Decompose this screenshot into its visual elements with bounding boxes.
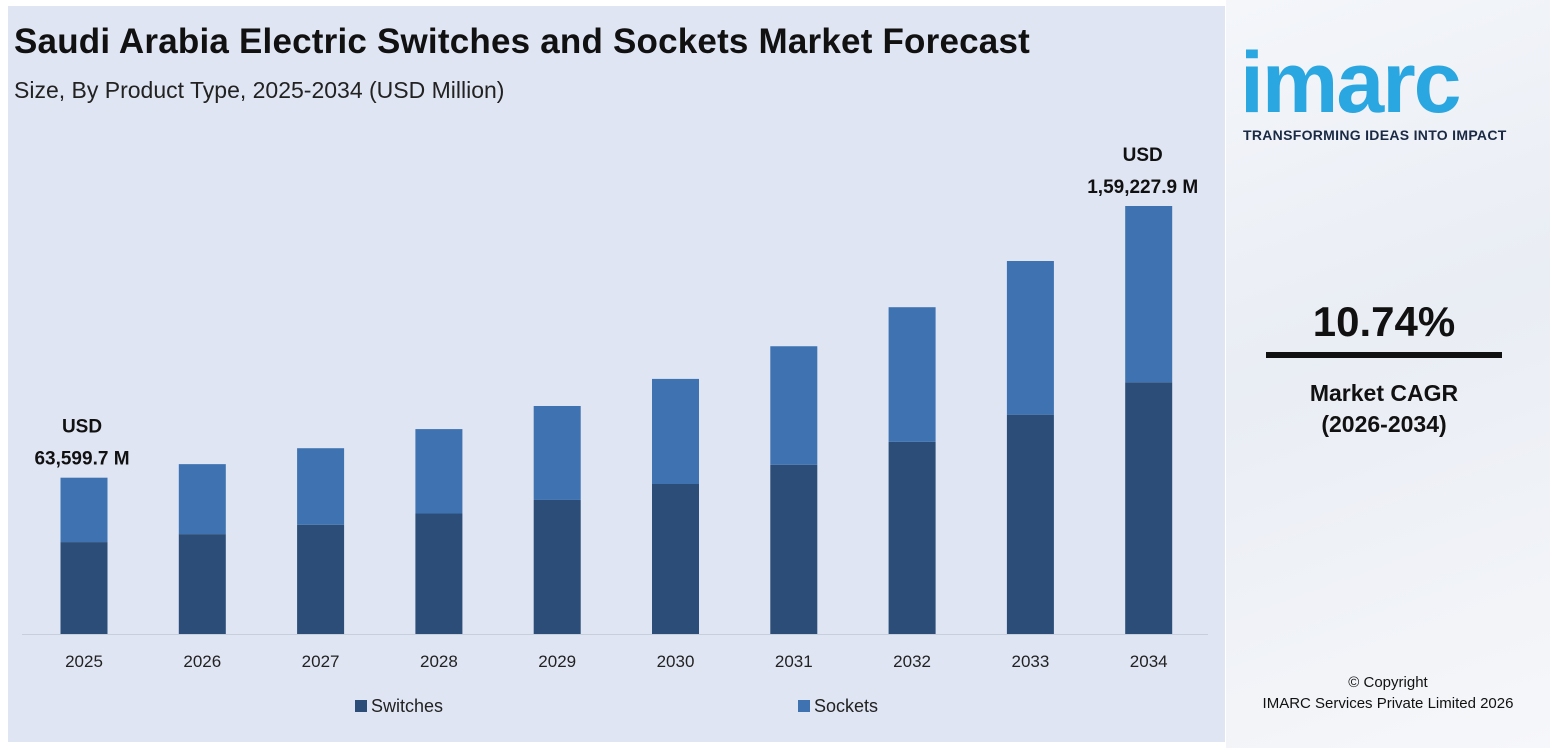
legend-label-sockets: Sockets [814, 696, 878, 716]
cagr-divider [1266, 352, 1502, 358]
copyright-line1: © Copyright [1348, 674, 1428, 691]
bar-switches-2025 [60, 542, 108, 634]
x-tick-label: 2032 [893, 652, 931, 671]
bar-sockets-2034 [1125, 206, 1173, 383]
bar-sockets-2033 [1006, 261, 1054, 415]
x-tick-label: 2027 [302, 652, 340, 671]
data-label-unit: USD [1123, 145, 1163, 166]
imarc-logo: imarc [1240, 35, 1461, 131]
bar-sockets-2027 [297, 448, 345, 525]
x-tick-label: 2033 [1011, 652, 1049, 671]
data-label-unit: USD [62, 417, 102, 438]
bar-sockets-2026 [178, 464, 226, 535]
bar-sockets-2032 [888, 307, 936, 442]
copyright: © Copyright IMARC Services Private Limite… [1226, 672, 1550, 714]
bar-switches-2027 [297, 524, 345, 634]
bar-sockets-2025 [60, 477, 108, 543]
cagr-value: 10.74% [1312, 298, 1456, 345]
bar-switches-2033 [1006, 414, 1054, 634]
bar-switches-2028 [415, 513, 463, 634]
data-label-value: 63,599.7 M [34, 449, 129, 470]
x-tick-label: 2029 [538, 652, 576, 671]
bar-sockets-2031 [770, 346, 818, 465]
bar-chart: 2025 2026 2027 2028 2029 2030 2031 2032 2033 2034… [22, 145, 1208, 716]
x-tick-label: 2028 [420, 652, 458, 671]
chart-title: Saudi Arabia Electric Switches and Socke… [14, 22, 1030, 61]
tagline: TRANSFORMING IDEAS INTO IMPACT [1243, 127, 1507, 143]
data-label-value: 1,59,227.9 M [1087, 177, 1198, 198]
bar-switches-2034 [1125, 382, 1173, 634]
legend-swatch-switches [355, 700, 367, 712]
bar-switches-2031 [770, 464, 818, 634]
bar-sockets-2030 [652, 378, 699, 485]
x-tick-label: 2031 [775, 652, 813, 671]
bar-sockets-2029 [533, 405, 581, 500]
copyright-line2: IMARC Services Private Limited 2026 [1262, 695, 1514, 712]
brand-panel [1226, 0, 1550, 748]
cagr-label-line2: (2026-2034) [1321, 411, 1447, 437]
x-tick-label: 2030 [657, 652, 695, 671]
cagr-label: Market CAGR (2026-2034) [1266, 378, 1502, 440]
bar-switches-2026 [178, 534, 226, 634]
bar-switches-2032 [888, 441, 936, 634]
bar-sockets-2028 [415, 429, 463, 514]
bar-switches-2029 [533, 499, 581, 634]
chart-subtitle: Size, By Product Type, 2025-2034 (USD Mi… [14, 77, 505, 103]
x-tick-label: 2034 [1130, 652, 1168, 671]
bar-switches-2030 [652, 484, 699, 634]
x-tick-label: 2025 [65, 652, 103, 671]
x-tick-label: 2026 [183, 652, 221, 671]
legend-label-switches: Switches [371, 696, 443, 716]
legend-swatch-sockets [798, 700, 810, 712]
cagr-label-line1: Market CAGR [1309, 380, 1459, 406]
